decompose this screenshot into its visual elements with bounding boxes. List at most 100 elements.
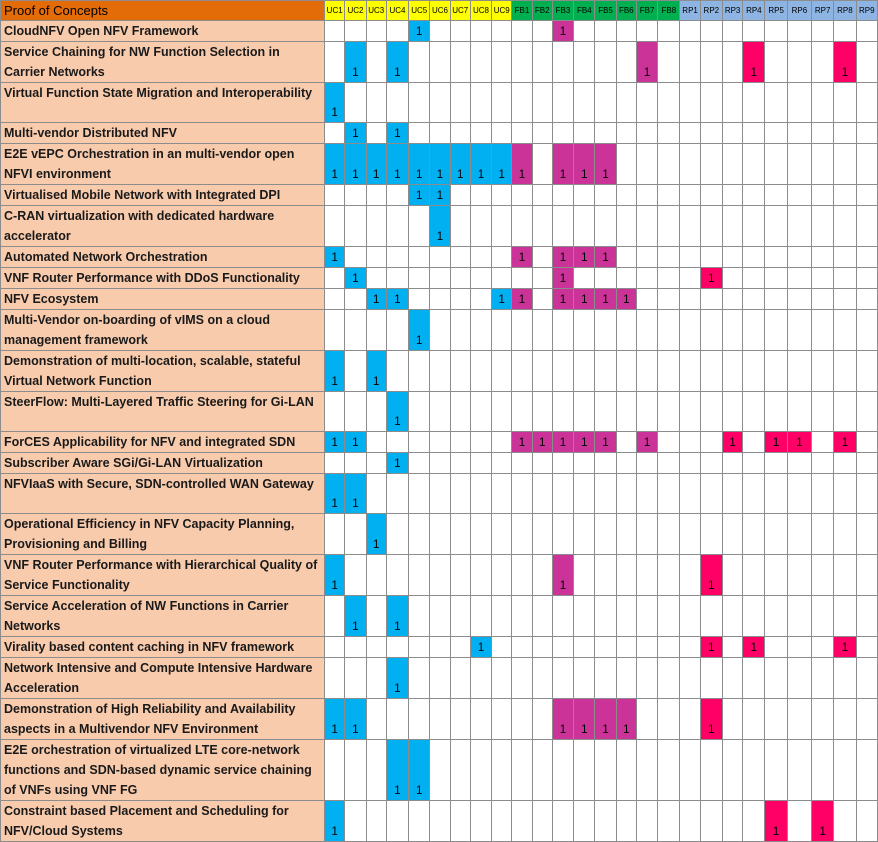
empty-cell <box>573 473 596 514</box>
empty-cell <box>408 431 431 453</box>
poc-row: Network Intensive and Compute Intensive … <box>0 657 878 699</box>
empty-cell <box>657 184 681 206</box>
poc-name: CloudNFV Open NFV Framework <box>0 20 326 42</box>
column-header-fb1: FB1 <box>511 0 533 21</box>
empty-cell <box>449 391 471 432</box>
empty-cell <box>679 473 701 514</box>
poc-name: Service Acceleration of NW Functions in … <box>0 595 326 637</box>
marked-cell-fb3: 1 <box>551 554 575 596</box>
empty-cell <box>449 309 471 351</box>
poc-name: E2E vEPC Orchestration in an multi-vendo… <box>0 143 326 185</box>
empty-cell <box>491 82 513 123</box>
empty-cell <box>657 800 681 842</box>
empty-cell <box>511 391 533 432</box>
empty-cell <box>742 431 766 453</box>
empty-cell <box>742 309 766 351</box>
empty-cell <box>721 82 744 123</box>
empty-cell <box>408 473 431 514</box>
empty-cell <box>855 554 878 596</box>
empty-cell <box>615 267 637 289</box>
empty-cell <box>786 288 813 310</box>
empty-cell <box>811 184 835 206</box>
empty-cell <box>573 595 596 637</box>
marked-cell-fb5: 1 <box>594 246 617 268</box>
empty-cell <box>657 657 681 699</box>
column-header-fb8: FB8 <box>657 0 681 21</box>
empty-cell <box>365 636 387 658</box>
empty-cell <box>573 513 596 555</box>
marked-cell-uc4: 1 <box>385 41 410 83</box>
empty-cell <box>594 350 617 392</box>
empty-cell <box>786 513 813 555</box>
empty-cell <box>551 513 575 555</box>
empty-cell <box>594 391 617 432</box>
empty-cell <box>679 309 701 351</box>
marked-cell-fb3: 1 <box>551 246 575 268</box>
poc-name: E2E orchestration of virtualized LTE cor… <box>0 739 326 801</box>
empty-cell <box>833 595 857 637</box>
column-header-rp5: RP5 <box>764 0 788 21</box>
poc-name: ForCES Applicability for NFV and integra… <box>0 431 326 453</box>
marked-cell-fb2: 1 <box>531 431 553 453</box>
empty-cell <box>511 739 533 801</box>
empty-cell <box>551 82 575 123</box>
marked-cell-uc6: 1 <box>429 143 451 185</box>
marked-cell-uc2: 1 <box>344 595 367 637</box>
marked-cell-fb4: 1 <box>573 246 596 268</box>
poc-row: Virtual Function State Migration and Int… <box>0 82 878 123</box>
empty-cell <box>511 657 533 699</box>
empty-cell <box>429 431 451 453</box>
empty-cell <box>615 595 637 637</box>
marked-cell-uc9: 1 <box>491 288 513 310</box>
empty-cell <box>324 391 346 432</box>
empty-cell <box>449 739 471 801</box>
empty-cell <box>429 41 451 83</box>
empty-cell <box>855 350 878 392</box>
empty-cell <box>657 350 681 392</box>
empty-cell <box>833 698 857 740</box>
empty-cell <box>365 431 387 453</box>
header-title: Proof of Concepts <box>0 0 326 21</box>
empty-cell <box>491 452 513 474</box>
empty-cell <box>365 698 387 740</box>
empty-cell <box>449 350 471 392</box>
empty-cell <box>511 122 533 144</box>
empty-cell <box>344 184 367 206</box>
marked-cell-fb6: 1 <box>615 698 637 740</box>
empty-cell <box>344 391 367 432</box>
empty-cell <box>365 473 387 514</box>
empty-cell <box>491 657 513 699</box>
empty-cell <box>811 554 835 596</box>
poc-row: ForCES Applicability for NFV and integra… <box>0 431 878 453</box>
empty-cell <box>764 122 788 144</box>
empty-cell <box>635 657 659 699</box>
empty-cell <box>469 246 493 268</box>
empty-cell <box>344 20 367 42</box>
empty-cell <box>811 246 835 268</box>
empty-cell <box>786 122 813 144</box>
empty-cell <box>764 288 788 310</box>
poc-row: NFV Ecosystem 1 1 1 1 1 1 1 1 <box>0 288 878 310</box>
empty-cell <box>594 267 617 289</box>
empty-cell <box>573 636 596 658</box>
empty-cell <box>786 595 813 637</box>
marked-cell-uc8: 1 <box>469 636 493 658</box>
empty-cell <box>594 184 617 206</box>
empty-cell <box>657 267 681 289</box>
empty-cell <box>385 636 410 658</box>
column-header-uc7: UC7 <box>449 0 471 21</box>
empty-cell <box>385 82 410 123</box>
empty-cell <box>385 20 410 42</box>
empty-cell <box>531 267 553 289</box>
empty-cell <box>742 698 766 740</box>
empty-cell <box>449 698 471 740</box>
empty-cell <box>408 41 431 83</box>
empty-cell <box>469 41 493 83</box>
empty-cell <box>573 267 596 289</box>
empty-cell <box>657 391 681 432</box>
marked-cell-rp8: 1 <box>833 41 857 83</box>
empty-cell <box>429 657 451 699</box>
marked-cell-uc3: 1 <box>365 143 387 185</box>
empty-cell <box>699 122 723 144</box>
empty-cell <box>511 20 533 42</box>
